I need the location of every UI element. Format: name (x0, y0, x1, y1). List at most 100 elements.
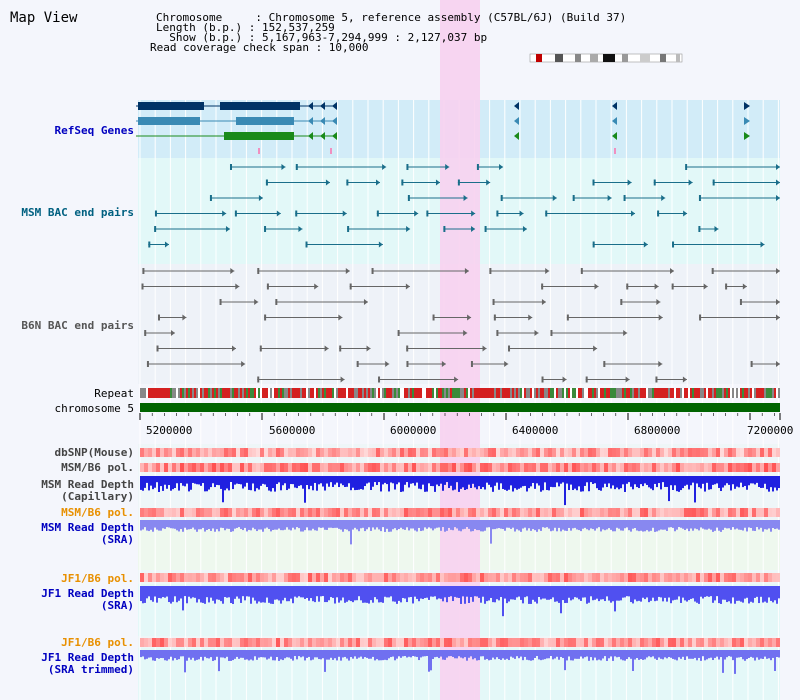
jf1-sra-depth-bar (194, 586, 196, 598)
msm-sra-depth-bar (378, 520, 380, 530)
msm-cap-depth-bar (748, 476, 750, 486)
msm-pol2-cell (236, 508, 240, 517)
msm-pol-cell (300, 463, 304, 472)
msm-pol2-cell (408, 508, 412, 517)
repeat-cell (364, 388, 366, 398)
jf1-sra-depth-bar (588, 586, 590, 603)
msm-pol2-cell (316, 508, 320, 517)
jf1-sra-depth-bar (400, 586, 402, 603)
msm-cap-depth-bar (202, 476, 204, 484)
label-msm-b6-pol-2[interactable]: MSM/B6 pol. (61, 506, 134, 519)
repeat-cell (528, 388, 530, 398)
msm-cap-depth-bar (438, 476, 440, 487)
msm-pol2-cell (776, 508, 780, 517)
jf1-trim-depth-bar (266, 650, 268, 660)
label-b6n-bac[interactable]: B6N BAC end pairs (21, 319, 134, 332)
msm-pair-end (592, 241, 595, 248)
msm-pol2-cell (432, 508, 436, 517)
repeat-cell (532, 388, 534, 398)
msm-pol-cell (448, 463, 452, 472)
label-jf1-depth-sra[interactable]: JF1 Read Depth (41, 587, 134, 600)
jf1-pol2-cell (452, 638, 456, 647)
label-msm-depth-sra[interactable]: MSM Read Depth (41, 521, 134, 534)
repeat-cell (424, 388, 426, 398)
jf1-pol2-cell (212, 638, 216, 647)
dbsnp-cell (476, 448, 480, 457)
b6n-pair-end (441, 361, 446, 367)
jf1-trim-depth-bar (228, 650, 230, 661)
repeat-cell (628, 388, 630, 398)
jf1-sra-depth-bar (698, 586, 700, 604)
dbsnp-cell (568, 448, 572, 457)
msm-pol-cell (764, 463, 768, 472)
jf1-sra-depth-bar (332, 586, 334, 598)
msm-pol2-cell (308, 508, 312, 517)
jf1-trim-depth-bar (256, 650, 258, 660)
jf1-trim-depth-bar (610, 650, 612, 657)
msm-pair-end (545, 210, 548, 217)
jf1-pol-cell (748, 573, 752, 582)
repeat-cell (440, 388, 442, 398)
msm-pol-cell (548, 463, 552, 472)
jf1-sra-depth-bar (450, 586, 452, 597)
repeat-cell (260, 388, 262, 398)
chromosome-bar (140, 403, 780, 412)
jf1-trim-depth-bar (754, 650, 756, 661)
msm-sra-depth-bar (238, 520, 240, 528)
label-msm-bac[interactable]: MSM BAC end pairs (21, 206, 134, 219)
jf1-sra-depth-bar (242, 586, 244, 597)
msm-cap-depth-bar (682, 476, 684, 489)
jf1-pol2-cell (720, 638, 724, 647)
label-msm-b6-pol-1[interactable]: MSM/B6 pol. (61, 461, 134, 474)
msm-cap-depth-bar (612, 476, 614, 486)
repeat-cell (642, 388, 644, 398)
jf1-sra-depth-bar (468, 586, 470, 603)
dbsnp-cell (204, 448, 208, 457)
msm-cap-depth-bar (754, 476, 756, 485)
jf1-trim-depth-bar (416, 650, 418, 657)
msm-sra-depth-bar (158, 520, 160, 531)
dbsnp-cell (404, 448, 408, 457)
jf1-trim-depth-bar (380, 650, 382, 661)
msm-pol2-cell (332, 508, 336, 517)
msm-cap-depth-bar (720, 476, 722, 492)
label-dbsnp[interactable]: dbSNP(Mouse) (54, 446, 134, 459)
gene-arrow (514, 117, 519, 125)
jf1-trim-depth-bar (644, 650, 646, 660)
b6n-pair-end (454, 376, 459, 383)
msm-sra-depth-bar (746, 520, 748, 532)
label-jf1-depth-trim[interactable]: JF1 Read Depth (41, 651, 134, 664)
label-jf1-b6-pol-1[interactable]: JF1/B6 pol. (61, 572, 134, 585)
dbsnp-cell (236, 448, 240, 457)
gene-exon (224, 132, 294, 140)
msm-pol2-cell (180, 508, 184, 517)
jf1-trim-depth-bar (254, 650, 256, 657)
info-coverage-span: Read coverage check span : 10,000 (150, 41, 369, 54)
jf1-trim-depth-bar (758, 650, 760, 660)
dbsnp-cell (688, 448, 692, 457)
msm-cap-depth-bar (354, 476, 356, 491)
msm-sra-depth-bar (146, 520, 148, 531)
msm-sra-depth-bar (676, 520, 678, 530)
msm-sra-depth-bar (574, 520, 576, 528)
repeat-cell (370, 388, 372, 398)
label-refseq[interactable]: RefSeq Genes (54, 124, 134, 137)
label-jf1-b6-pol-2[interactable]: JF1/B6 pol. (61, 636, 134, 649)
msm-pol2-cell (488, 508, 492, 517)
b6n-pair-end (338, 314, 343, 321)
jf1-trim-depth-bar (620, 650, 622, 660)
repeat-cell (176, 388, 178, 398)
jf1-sra-depth-bar (634, 586, 636, 600)
msm-pol2-cell (760, 508, 764, 517)
msm-pair-end (154, 210, 157, 217)
repeat-cell (748, 388, 750, 398)
repeat-cell (432, 388, 434, 398)
msm-pol-cell (188, 463, 192, 472)
msm-cap-depth-bar (454, 476, 456, 490)
jf1-trim-depth-bar (212, 650, 214, 661)
msm-sra-depth-bar (352, 520, 354, 530)
jf1-pol-cell (752, 573, 756, 582)
label-msm-depth-capillary[interactable]: MSM Read Depth (41, 478, 134, 491)
msm-sra-depth-bar (458, 520, 460, 531)
